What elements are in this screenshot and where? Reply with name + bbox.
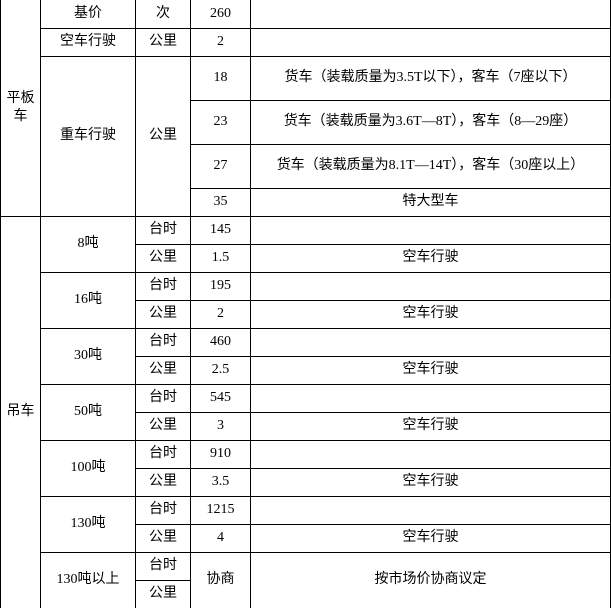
cell-tonnage: 8吨 bbox=[41, 216, 136, 272]
cell-unit: 台时 bbox=[136, 384, 191, 412]
cell-unit: 公里 bbox=[136, 244, 191, 272]
cell-empty-run-unit: 公里 bbox=[136, 28, 191, 56]
cell-note: 空车行驶 bbox=[251, 468, 611, 496]
cell-value: 2.5 bbox=[191, 356, 251, 384]
cell-loaded-value: 35 bbox=[191, 188, 251, 216]
table-row: 30吨 台时 460 bbox=[1, 328, 611, 356]
cell-empty bbox=[251, 28, 611, 56]
cell-loaded-value: 23 bbox=[191, 100, 251, 144]
cell-base-price-label: 基价 bbox=[41, 0, 136, 28]
cell-unit: 公里 bbox=[136, 356, 191, 384]
table-row: 重车行驶 公里 18 货车（装载质量为3.5T以下），客车（7座以下） bbox=[1, 56, 611, 100]
table-row: 100吨 台时 910 bbox=[1, 440, 611, 468]
cell-unit: 公里 bbox=[136, 300, 191, 328]
table-row: 平板车 基价 次 260 bbox=[1, 0, 611, 28]
cell-base-price-value: 260 bbox=[191, 0, 251, 28]
cell-tonnage: 16吨 bbox=[41, 272, 136, 328]
category-flatbed-label: 平板车 bbox=[5, 90, 36, 126]
cell-loaded-value: 27 bbox=[191, 144, 251, 188]
cell-unit: 公里 bbox=[136, 468, 191, 496]
cell-tonnage: 130吨以上 bbox=[41, 552, 136, 608]
cell-loaded-note: 货车（装载质量为3.5T以下），客车（7座以下） bbox=[251, 56, 611, 100]
cell-note: 空车行驶 bbox=[251, 356, 611, 384]
cell-note: 空车行驶 bbox=[251, 244, 611, 272]
cell-loaded-unit: 公里 bbox=[136, 56, 191, 216]
cell-empty bbox=[251, 440, 611, 468]
table-row: 50吨 台时 545 bbox=[1, 384, 611, 412]
table-row: 吊车 8吨 台时 145 bbox=[1, 216, 611, 244]
cell-unit: 台时 bbox=[136, 216, 191, 244]
category-crane: 吊车 bbox=[1, 216, 41, 608]
cell-empty bbox=[251, 496, 611, 524]
cell-value: 协商 bbox=[191, 552, 251, 608]
cell-value: 1.5 bbox=[191, 244, 251, 272]
cell-loaded-note: 货车（装载质量为3.6T—8T），客车（8—29座） bbox=[251, 100, 611, 144]
cell-unit: 公里 bbox=[136, 524, 191, 552]
cell-unit: 公里 bbox=[136, 412, 191, 440]
category-crane-label: 吊车 bbox=[5, 403, 36, 421]
cell-tonnage: 130吨 bbox=[41, 496, 136, 552]
cell-note: 空车行驶 bbox=[251, 300, 611, 328]
cell-tonnage: 100吨 bbox=[41, 440, 136, 496]
cell-loaded-value: 18 bbox=[191, 56, 251, 100]
cell-value: 3.5 bbox=[191, 468, 251, 496]
cell-value: 4 bbox=[191, 524, 251, 552]
cell-empty bbox=[251, 328, 611, 356]
cell-unit: 公里 bbox=[136, 580, 191, 608]
cell-value: 195 bbox=[191, 272, 251, 300]
cell-value: 545 bbox=[191, 384, 251, 412]
cell-base-price-unit: 次 bbox=[136, 0, 191, 28]
pricing-table-container: 平板车 基价 次 260 空车行驶 公里 2 重车行驶 公里 18 货车（装载质… bbox=[0, 0, 611, 608]
cell-loaded-note: 特大型车 bbox=[251, 188, 611, 216]
cell-value: 460 bbox=[191, 328, 251, 356]
cell-unit: 台时 bbox=[136, 328, 191, 356]
cell-empty-run-label: 空车行驶 bbox=[41, 28, 136, 56]
cell-unit: 台时 bbox=[136, 552, 191, 580]
table-row: 空车行驶 公里 2 bbox=[1, 28, 611, 56]
cell-empty bbox=[251, 0, 611, 28]
cell-value: 1215 bbox=[191, 496, 251, 524]
cell-value: 2 bbox=[191, 300, 251, 328]
cell-empty bbox=[251, 272, 611, 300]
category-flatbed: 平板车 bbox=[1, 0, 41, 216]
cell-value: 145 bbox=[191, 216, 251, 244]
cell-value: 910 bbox=[191, 440, 251, 468]
cell-loaded-note: 货车（装载质量为8.1T—14T），客车（30座以上） bbox=[251, 144, 611, 188]
cell-loaded-label: 重车行驶 bbox=[41, 56, 136, 216]
cell-note: 空车行驶 bbox=[251, 412, 611, 440]
cell-empty bbox=[251, 216, 611, 244]
cell-note: 空车行驶 bbox=[251, 524, 611, 552]
cell-tonnage: 50吨 bbox=[41, 384, 136, 440]
cell-empty bbox=[251, 384, 611, 412]
cell-value: 3 bbox=[191, 412, 251, 440]
pricing-table: 平板车 基价 次 260 空车行驶 公里 2 重车行驶 公里 18 货车（装载质… bbox=[0, 0, 611, 608]
table-row: 16吨 台时 195 bbox=[1, 272, 611, 300]
table-row: 130吨以上 台时 协商 按市场价协商议定 bbox=[1, 552, 611, 580]
table-row: 130吨 台时 1215 bbox=[1, 496, 611, 524]
cell-unit: 台时 bbox=[136, 440, 191, 468]
cell-empty-run-value: 2 bbox=[191, 28, 251, 56]
cell-note: 按市场价协商议定 bbox=[251, 552, 611, 608]
cell-tonnage: 30吨 bbox=[41, 328, 136, 384]
cell-unit: 台时 bbox=[136, 496, 191, 524]
cell-unit: 台时 bbox=[136, 272, 191, 300]
